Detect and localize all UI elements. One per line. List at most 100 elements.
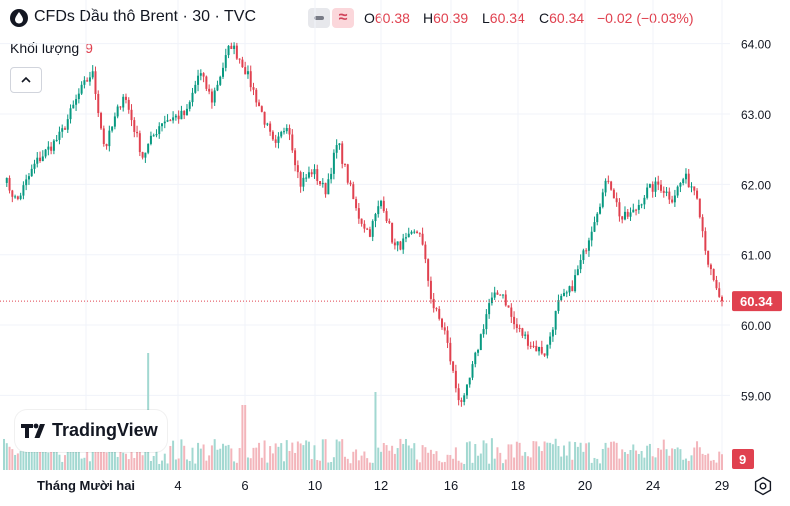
- candle-body: [183, 110, 186, 116]
- candle-body: [712, 269, 715, 280]
- candle-body: [371, 221, 374, 237]
- volume-bar: [66, 441, 69, 470]
- volume-bar: [108, 441, 111, 470]
- candle-body: [246, 71, 249, 75]
- candle-body: [149, 135, 152, 144]
- volume-bar: [593, 457, 596, 470]
- volume-bar: [562, 445, 565, 470]
- tradingview-logo[interactable]: TradingView: [15, 410, 167, 452]
- settings-icon[interactable]: [753, 476, 773, 496]
- volume-bar: [69, 445, 72, 470]
- candle-body: [715, 279, 718, 289]
- candle-body: [321, 182, 324, 185]
- candle-body: [660, 184, 663, 191]
- volume-bar: [452, 458, 455, 470]
- candle-body: [163, 121, 166, 124]
- volume-bar: [438, 460, 441, 470]
- volume-bar: [568, 441, 571, 470]
- volume-bar: [374, 392, 377, 470]
- candle-body: [601, 192, 604, 207]
- volume-bar: [693, 447, 696, 470]
- candle-body: [626, 211, 629, 217]
- grid-lines: [0, 0, 730, 470]
- candle-body: [147, 143, 150, 153]
- candle-body: [52, 140, 55, 151]
- volume-bar: [141, 455, 144, 470]
- candle-body: [55, 139, 58, 141]
- volume-bar: [133, 457, 136, 470]
- volume-bar: [199, 448, 202, 470]
- last-volume-label: 9: [739, 452, 746, 467]
- price-axis[interactable]: 59.00 60.00 61.00 62.00 63.00 64.00 60.34 9: [732, 38, 782, 469]
- candle-body: [615, 198, 618, 203]
- volume-bar: [277, 446, 280, 470]
- candle-body: [266, 123, 269, 125]
- candle-body: [316, 169, 319, 182]
- candle-body: [241, 59, 244, 68]
- volume-bar: [227, 444, 230, 470]
- volume-bar: [222, 443, 225, 470]
- candle-body: [479, 334, 482, 351]
- volume-bar: [715, 462, 718, 470]
- candle-body: [319, 181, 322, 185]
- y-tick-label: 63.00: [741, 108, 771, 122]
- candle-body: [343, 163, 346, 165]
- volume-bar: [83, 457, 86, 470]
- x-tick-label: Tháng Mười hai: [37, 478, 135, 493]
- candle-body: [94, 71, 97, 94]
- candle-body: [651, 184, 654, 192]
- candle-body: [210, 91, 213, 103]
- candle-body: [396, 241, 399, 246]
- volume-bar: [465, 442, 468, 470]
- candle-body: [676, 186, 679, 196]
- candle-body: [524, 334, 527, 336]
- volume-bar: [485, 443, 488, 470]
- candle-body: [709, 264, 712, 270]
- volume-bar: [266, 462, 269, 470]
- candle-body: [507, 305, 510, 308]
- volume-bar: [158, 463, 161, 470]
- volume-bar: [560, 456, 563, 470]
- candle-body: [208, 88, 211, 92]
- candle-body: [402, 238, 405, 250]
- candle-body: [177, 115, 180, 120]
- change-value: −0.02 (−0.03%): [597, 10, 694, 26]
- candle-body: [166, 120, 169, 122]
- x-tick-label: 4: [174, 478, 181, 493]
- time-axis[interactable]: Tháng Mười hai 4 6 10 12 16 18 20 24 29: [37, 478, 729, 493]
- volume-bar: [260, 457, 263, 470]
- volume-bar: [282, 461, 285, 470]
- volume-bar: [180, 439, 183, 470]
- candle-body: [86, 80, 89, 82]
- volume-bar: [80, 458, 83, 470]
- volume-bar: [482, 440, 485, 470]
- candle-body: [111, 126, 114, 131]
- candle-body: [380, 200, 383, 207]
- volume-bar: [61, 461, 64, 470]
- volume-bar: [216, 449, 219, 470]
- collapse-legend-button[interactable]: [10, 67, 42, 93]
- candle-body: [338, 143, 341, 146]
- close-value: C60.34: [539, 10, 585, 26]
- volume-bar: [576, 446, 579, 470]
- candle-body: [454, 370, 457, 389]
- candle-body: [41, 156, 44, 162]
- volume-bar: [332, 457, 335, 470]
- volume-bar: [671, 448, 674, 470]
- volume-bar: [571, 459, 574, 470]
- candle-body: [47, 146, 50, 150]
- approx-icon[interactable]: ≈: [332, 8, 354, 28]
- volume-bar: [446, 454, 449, 470]
- hide-legend-icon[interactable]: [308, 8, 330, 28]
- candle-body: [294, 150, 297, 166]
- candle-body: [388, 221, 391, 223]
- volume-bar: [174, 459, 177, 470]
- candle-body: [465, 384, 468, 396]
- symbol-title[interactable]: CFDs Dầu thô Brent · 30 · TVC: [34, 8, 256, 25]
- volume-bar: [324, 439, 327, 470]
- candle-body: [219, 76, 222, 85]
- volume-bar: [360, 455, 363, 470]
- volume-bar: [197, 442, 200, 470]
- volume-bar: [574, 442, 577, 470]
